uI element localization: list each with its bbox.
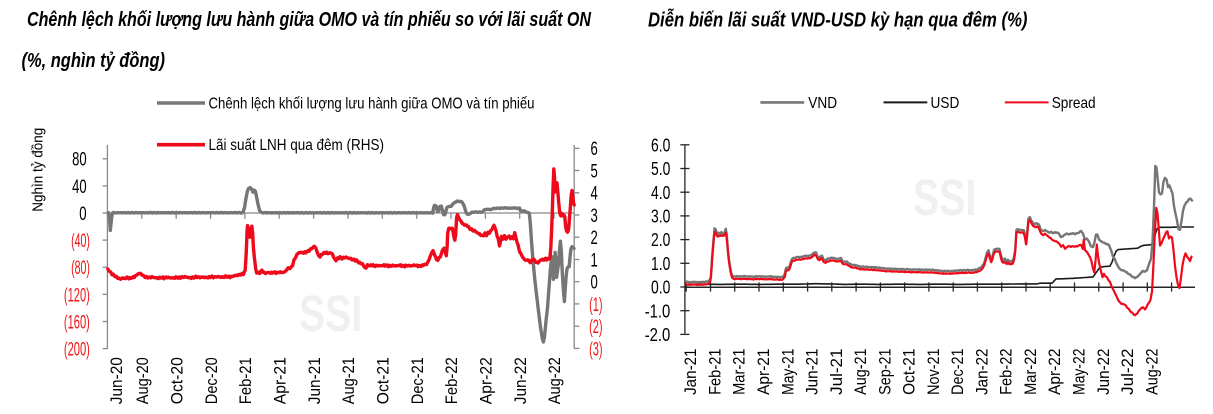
svg-text:1.0: 1.0 bbox=[651, 253, 670, 274]
svg-text:Aug-21: Aug-21 bbox=[339, 357, 358, 404]
svg-text:Nghìn tỷ đồng: Nghìn tỷ đồng bbox=[30, 128, 47, 212]
svg-text:-2.0: -2.0 bbox=[645, 324, 671, 345]
svg-text:3.0: 3.0 bbox=[651, 206, 670, 227]
svg-text:3: 3 bbox=[591, 206, 598, 227]
svg-text:80: 80 bbox=[72, 150, 87, 171]
svg-text:Aug-22: Aug-22 bbox=[1142, 349, 1161, 395]
svg-text:Dec-21: Dec-21 bbox=[948, 349, 967, 395]
svg-text:1: 1 bbox=[591, 250, 598, 271]
svg-text:Aug-20: Aug-20 bbox=[133, 357, 152, 404]
svg-text:Dec-21: Dec-21 bbox=[408, 357, 427, 404]
svg-text:Oct-21: Oct-21 bbox=[374, 357, 393, 404]
svg-text:0: 0 bbox=[591, 273, 598, 294]
svg-text:May-21: May-21 bbox=[778, 349, 797, 395]
svg-text:Mar-21: Mar-21 bbox=[730, 349, 749, 395]
svg-text:Aug-22: Aug-22 bbox=[545, 357, 564, 404]
svg-text:Chênh lệch khối lượng lưu hành: Chênh lệch khối lượng lưu hành giữa OMO … bbox=[209, 95, 535, 112]
svg-text:SSI: SSI bbox=[913, 169, 976, 226]
svg-text:Diễn biến lãi suất VND-USD kỳ: Diễn biến lãi suất VND-USD kỳ hạn qua đê… bbox=[648, 8, 1028, 31]
svg-text:SSI: SSI bbox=[299, 285, 362, 342]
svg-text:Dec-20: Dec-20 bbox=[202, 357, 221, 404]
svg-text:2.0: 2.0 bbox=[651, 229, 670, 250]
svg-text:USD: USD bbox=[931, 95, 960, 112]
svg-text:2: 2 bbox=[591, 228, 598, 249]
svg-text:0: 0 bbox=[79, 204, 86, 225]
svg-text:Feb-21: Feb-21 bbox=[236, 357, 255, 404]
svg-text:Aug-21: Aug-21 bbox=[851, 349, 870, 395]
svg-text:Apr-21: Apr-21 bbox=[270, 357, 289, 404]
svg-text:Oct-20: Oct-20 bbox=[167, 357, 186, 404]
svg-text:(160): (160) bbox=[64, 312, 90, 333]
svg-text:4: 4 bbox=[591, 184, 599, 205]
svg-text:Apr-22: Apr-22 bbox=[1045, 349, 1064, 395]
svg-text:(1): (1) bbox=[589, 295, 603, 316]
svg-text:Chênh lệch khối lượng lưu hành: Chênh lệch khối lượng lưu hành giữa OMO … bbox=[27, 8, 592, 31]
svg-text:May-22: May-22 bbox=[1070, 349, 1089, 395]
svg-text:(%, nghìn tỷ đồng): (%, nghìn tỷ đồng) bbox=[22, 49, 166, 72]
svg-text:40: 40 bbox=[72, 177, 87, 198]
svg-text:Feb-21: Feb-21 bbox=[706, 349, 725, 395]
svg-text:-1.0: -1.0 bbox=[645, 300, 671, 321]
svg-text:Feb-22: Feb-22 bbox=[442, 357, 461, 404]
svg-text:(2): (2) bbox=[589, 317, 603, 338]
svg-text:(200): (200) bbox=[64, 340, 90, 361]
svg-text:Jan-21: Jan-21 bbox=[681, 349, 700, 395]
svg-text:Jun-21: Jun-21 bbox=[305, 357, 324, 404]
svg-text:Jun-22: Jun-22 bbox=[511, 357, 530, 404]
svg-text:Jul-22: Jul-22 bbox=[1118, 349, 1137, 395]
svg-text:Nov-21: Nov-21 bbox=[924, 349, 943, 395]
svg-text:Mar-22: Mar-22 bbox=[1021, 349, 1040, 395]
svg-text:Sep-21: Sep-21 bbox=[875, 349, 894, 395]
svg-text:4.0: 4.0 bbox=[651, 182, 670, 203]
svg-text:Jun-21: Jun-21 bbox=[803, 349, 822, 395]
svg-text:(120): (120) bbox=[64, 285, 90, 306]
svg-text:Jul-21: Jul-21 bbox=[827, 349, 846, 395]
svg-text:Lãi suất LNH qua đêm (RHS): Lãi suất LNH qua đêm (RHS) bbox=[209, 137, 385, 154]
svg-text:(80): (80) bbox=[71, 258, 90, 279]
svg-text:Apr-22: Apr-22 bbox=[477, 357, 496, 404]
svg-text:Jun-20: Jun-20 bbox=[107, 357, 126, 404]
svg-text:Jan-22: Jan-22 bbox=[972, 349, 991, 395]
svg-text:Oct-21: Oct-21 bbox=[900, 349, 919, 395]
svg-text:Apr-21: Apr-21 bbox=[754, 349, 773, 395]
svg-text:0.0: 0.0 bbox=[651, 277, 670, 298]
svg-text:6: 6 bbox=[591, 139, 598, 160]
svg-text:5.0: 5.0 bbox=[651, 158, 670, 179]
svg-text:(3): (3) bbox=[589, 339, 603, 360]
svg-text:Spread: Spread bbox=[1052, 95, 1096, 112]
svg-text:Jun-22: Jun-22 bbox=[1094, 349, 1113, 395]
svg-text:Feb-22: Feb-22 bbox=[997, 349, 1016, 395]
svg-text:(40): (40) bbox=[71, 231, 90, 252]
svg-text:5: 5 bbox=[591, 161, 598, 182]
svg-text:VND: VND bbox=[808, 95, 837, 112]
svg-text:6.0: 6.0 bbox=[651, 134, 670, 155]
